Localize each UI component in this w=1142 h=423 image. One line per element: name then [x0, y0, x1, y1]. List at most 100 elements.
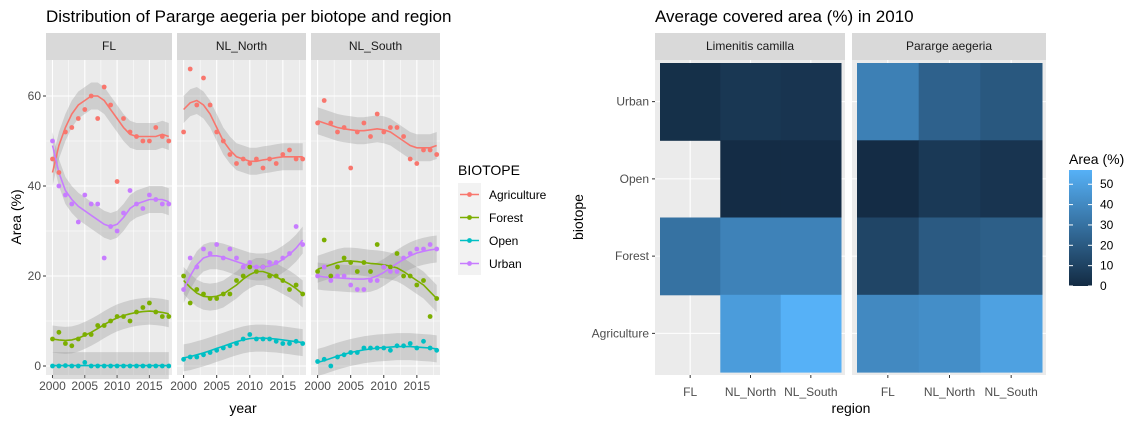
heatmap-tile: [857, 217, 920, 296]
data-point-open: [95, 363, 101, 369]
data-point-agriculture: [63, 129, 68, 135]
data-point-agriculture: [227, 152, 233, 157]
data-point-agriculture: [388, 125, 393, 130]
data-point-open: [280, 341, 286, 346]
data-point-urban: [201, 246, 206, 252]
data-point-agriculture: [381, 129, 387, 135]
data-point-forest: [187, 300, 193, 306]
x-tick-label: 2010: [104, 379, 131, 393]
data-point-agriculture: [335, 129, 340, 135]
data-point-agriculture: [300, 156, 306, 162]
y-tick-label: 60: [28, 89, 42, 103]
panel-background: [177, 60, 306, 375]
data-point-open: [134, 363, 139, 369]
data-point-agriculture: [234, 161, 239, 166]
x-tick-label: NL_South: [984, 385, 1037, 399]
data-point-agriculture: [88, 93, 94, 99]
data-point-forest: [421, 278, 426, 283]
data-point-forest: [434, 296, 440, 301]
heatmap-tile: [780, 217, 842, 296]
data-point-forest: [227, 291, 233, 297]
data-point-urban: [427, 242, 433, 247]
facet-strip: [852, 33, 1046, 60]
data-point-agriculture: [114, 179, 120, 184]
data-point-agriculture: [207, 102, 213, 108]
facet-label: NL_South: [349, 39, 402, 53]
data-point-urban: [207, 251, 213, 256]
x-tick-label: 2005: [337, 379, 364, 393]
data-point-urban: [368, 278, 373, 283]
data-point-open: [394, 343, 400, 349]
data-point-urban: [247, 260, 253, 265]
data-point-open: [234, 341, 239, 346]
data-point-urban: [315, 273, 320, 279]
data-point-urban: [421, 246, 426, 252]
data-point-agriculture: [194, 102, 200, 108]
data-point-forest: [240, 273, 246, 279]
data-point-agriculture: [348, 165, 354, 171]
data-point-forest: [273, 273, 279, 279]
data-point-agriculture: [354, 129, 360, 135]
x-tick-label: 2005: [71, 379, 98, 393]
data-point-urban: [354, 287, 360, 292]
data-point-forest: [361, 260, 367, 265]
x-tick-label: 2005: [203, 379, 230, 393]
data-point-urban: [341, 273, 347, 279]
facet-label: FL: [102, 39, 116, 53]
legend-label-forest: Forest: [489, 211, 524, 225]
data-point-open: [101, 363, 107, 369]
facet-panel-nl-south: NL_South 2000 2005 2010 2015: [304, 33, 440, 393]
data-point-forest: [335, 264, 340, 270]
data-point-open: [254, 336, 259, 342]
data-point-forest: [374, 242, 380, 247]
data-point-open: [421, 338, 426, 344]
facet-label: Pararge aegeria: [906, 39, 992, 53]
legend-title: Area (%): [1069, 151, 1124, 167]
data-point-forest: [121, 314, 126, 319]
heatmap-facet-limenitis-camilla: Limenitis camilla FL NL_North NL_South: [655, 33, 845, 399]
y-tick-label: Urban: [616, 95, 649, 109]
data-point-urban: [88, 201, 94, 207]
data-point-agriculture: [82, 107, 88, 112]
facet-panel-fl: FL 2000 2005 2010 2015: [39, 33, 172, 393]
data-point-agriculture: [69, 125, 75, 130]
data-point-agriculture: [328, 120, 334, 126]
data-point-urban: [153, 197, 159, 202]
data-point-open: [434, 347, 440, 353]
data-point-urban: [401, 255, 406, 261]
data-point-open: [82, 360, 88, 365]
legend-label-urban: Urban: [489, 257, 522, 271]
data-point-forest: [280, 278, 286, 283]
data-point-urban: [280, 255, 286, 261]
data-point-open: [108, 363, 113, 369]
x-tick-label: 2000: [170, 379, 197, 393]
legend-area: Area (%) 50 40 30 20 10 0: [1069, 151, 1124, 293]
y-axis-title: Area (%): [8, 189, 24, 244]
data-point-open: [140, 363, 146, 369]
colorbar-label: 50: [1100, 177, 1114, 191]
data-point-forest: [63, 341, 68, 346]
heatmap-tile: [720, 217, 782, 296]
confidence-band-open: [317, 333, 437, 376]
confidence-band-agriculture: [183, 87, 303, 175]
data-point-agriculture: [75, 116, 81, 121]
data-point-urban: [321, 264, 327, 270]
data-point-open: [260, 336, 266, 342]
data-point-agriculture: [159, 134, 165, 139]
data-point-urban: [140, 206, 146, 211]
facet-label: NL_North: [216, 39, 267, 53]
data-point-urban: [273, 260, 279, 265]
x-tick-label: 2000: [304, 379, 331, 393]
data-point-forest: [108, 318, 113, 324]
data-point-urban: [101, 255, 107, 261]
data-point-forest: [201, 291, 206, 297]
data-point-agriculture: [166, 138, 172, 144]
confidence-band-agriculture: [317, 107, 437, 162]
data-point-agriculture: [240, 156, 246, 162]
data-point-urban: [407, 251, 413, 256]
data-point-agriculture: [134, 134, 139, 139]
data-point-urban: [108, 224, 113, 229]
data-point-open: [147, 363, 152, 369]
heatmap-tile: [857, 294, 920, 373]
